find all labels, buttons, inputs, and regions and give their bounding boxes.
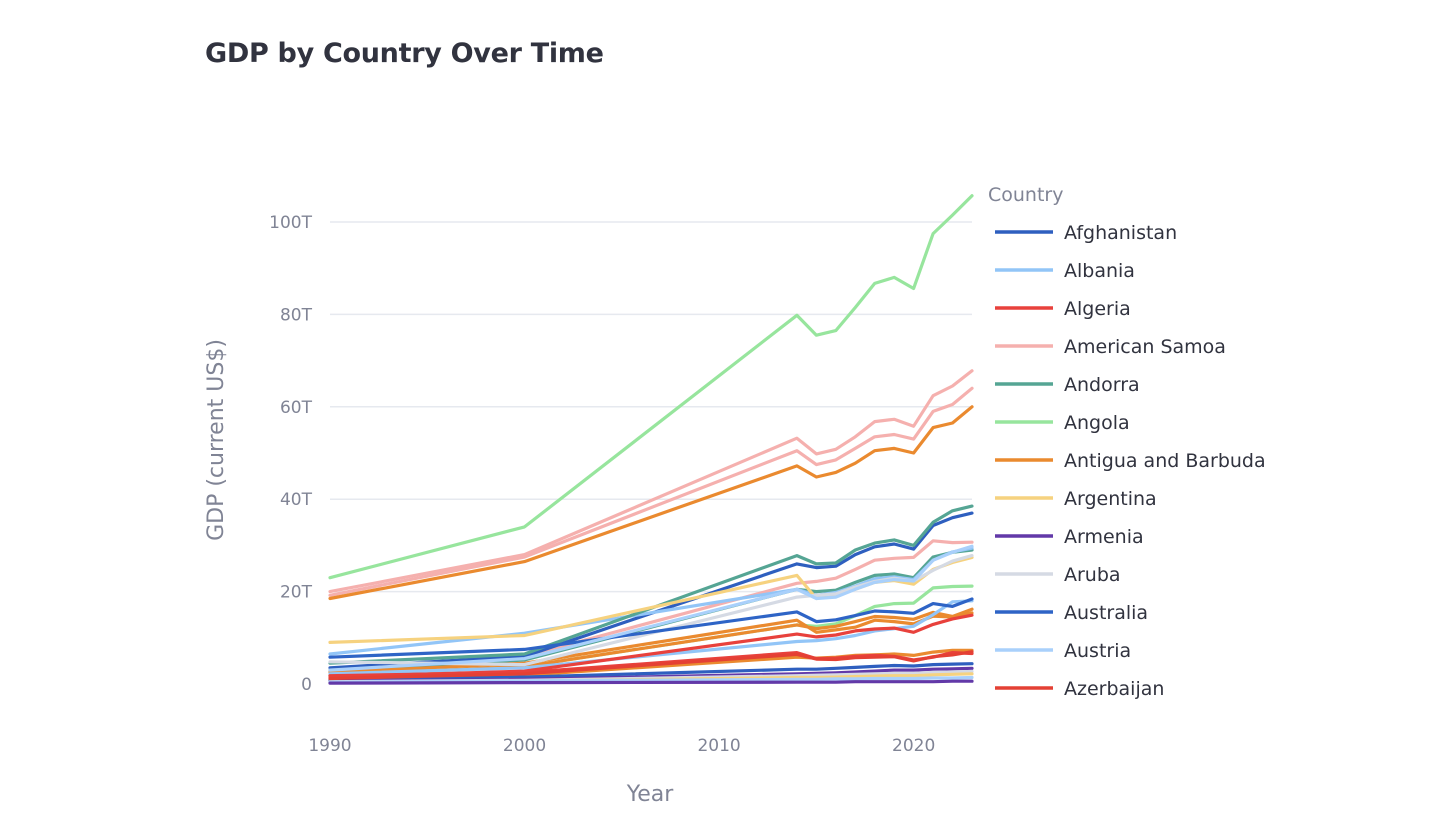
series-line[interactable] bbox=[328, 666, 974, 683]
series-line-afghanistan[interactable] bbox=[328, 511, 974, 670]
chart-title: GDP by Country Over Time bbox=[205, 38, 604, 69]
legend-title: Country bbox=[988, 184, 1063, 206]
legend-label: American Samoa bbox=[1064, 336, 1226, 358]
legend-label: Antigua and Barbuda bbox=[1064, 450, 1266, 472]
y-tick-label: 60T bbox=[280, 398, 313, 418]
legend-label: Azerbaijan bbox=[1064, 678, 1164, 700]
series-line[interactable] bbox=[328, 662, 974, 682]
axes: Year GDP (current US$) 0 20T 40T 60T 80T 100T… bbox=[204, 213, 935, 807]
grid-layer bbox=[330, 221, 972, 593]
legend-label: Angola bbox=[1064, 412, 1130, 434]
legend-item[interactable]: Albania bbox=[995, 260, 1135, 282]
legend-item[interactable]: Afghanistan bbox=[995, 222, 1177, 244]
legend-item[interactable]: Algeria bbox=[995, 298, 1131, 320]
series-line[interactable] bbox=[328, 386, 974, 597]
legend-item[interactable]: American Samoa bbox=[995, 336, 1226, 358]
y-tick-label: 40T bbox=[280, 490, 313, 510]
series-line-austria[interactable] bbox=[328, 544, 974, 672]
series-line-algeria[interactable] bbox=[328, 613, 974, 679]
x-tick-label: 2000 bbox=[503, 736, 546, 756]
legend-label: Argentina bbox=[1064, 488, 1157, 510]
series-line-armenia[interactable] bbox=[328, 679, 974, 685]
series-line[interactable] bbox=[328, 669, 974, 684]
y-tick-label: 20T bbox=[280, 583, 313, 603]
legend-label: Andorra bbox=[1064, 374, 1140, 396]
legend-item[interactable]: Austria bbox=[995, 640, 1131, 662]
series-line-azerbaijan[interactable] bbox=[328, 650, 974, 681]
series-line[interactable] bbox=[328, 599, 974, 676]
y-tick-label: 80T bbox=[280, 305, 313, 325]
legend-label: Aruba bbox=[1064, 564, 1121, 586]
series-line-australia[interactable] bbox=[328, 597, 974, 659]
series-line-antigua-and-barbuda[interactable] bbox=[328, 405, 974, 601]
legend-item[interactable]: Argentina bbox=[995, 488, 1157, 510]
x-tick-label: 1990 bbox=[308, 736, 351, 756]
plot-area[interactable] bbox=[328, 194, 974, 685]
x-axis-title: Year bbox=[626, 782, 675, 807]
legend-item[interactable]: Andorra bbox=[995, 374, 1140, 396]
legend-label: Afghanistan bbox=[1064, 222, 1177, 244]
legend-item[interactable]: Angola bbox=[995, 412, 1130, 434]
series-line-american-samoa[interactable] bbox=[328, 369, 974, 594]
legend: Country Afghanistan Albania Algeria America… bbox=[988, 184, 1266, 700]
series-line-angola[interactable] bbox=[328, 194, 974, 580]
series-line-andorra[interactable] bbox=[328, 504, 974, 665]
legend-label: Armenia bbox=[1064, 526, 1144, 548]
legend-item[interactable]: Azerbaijan bbox=[995, 678, 1164, 700]
x-tick-label: 2020 bbox=[892, 736, 935, 756]
legend-label: Albania bbox=[1064, 260, 1135, 282]
y-tick-label: 0 bbox=[301, 675, 312, 695]
y-axis-title: GDP (current US$) bbox=[204, 339, 229, 541]
legend-label: Austria bbox=[1064, 640, 1131, 662]
legend-item[interactable]: Australia bbox=[995, 602, 1148, 624]
legend-label: Australia bbox=[1064, 602, 1148, 624]
legend-label: Algeria bbox=[1064, 298, 1131, 320]
x-tick-label: 2010 bbox=[697, 736, 740, 756]
series-line[interactable] bbox=[328, 675, 974, 684]
y-tick-label: 100T bbox=[269, 213, 312, 233]
series-line[interactable] bbox=[328, 611, 974, 675]
legend-item[interactable]: Armenia bbox=[995, 526, 1144, 548]
legend-item[interactable]: Antigua and Barbuda bbox=[995, 450, 1266, 472]
legend-item[interactable]: Aruba bbox=[995, 564, 1121, 586]
